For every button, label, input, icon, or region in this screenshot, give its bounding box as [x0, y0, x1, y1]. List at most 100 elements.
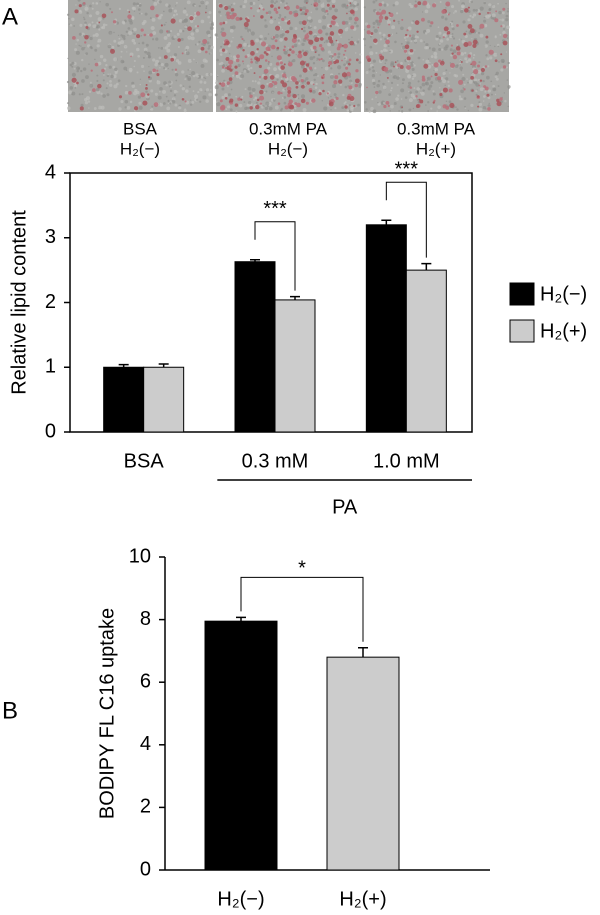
texture: [373, 86, 376, 88]
texture: [496, 43, 500, 47]
lipid-droplet: [221, 48, 226, 52]
texture: [75, 4, 77, 6]
texture: [155, 37, 159, 41]
texture: [327, 42, 331, 47]
lipid-droplet: [166, 30, 169, 33]
lipid-droplet: [502, 40, 508, 46]
texture: [405, 39, 407, 41]
texture: [177, 61, 182, 65]
texture: [139, 78, 142, 80]
lipid-droplet: [163, 55, 168, 59]
texture: [482, 106, 486, 110]
texture: [358, 38, 360, 40]
micrographs: [66, 0, 511, 114]
texture: [196, 75, 200, 78]
texture: [353, 0, 358, 6]
bar: [103, 366, 145, 433]
texture: [449, 72, 451, 74]
texture: [433, 51, 438, 56]
texture: [193, 94, 199, 99]
texture: [435, 34, 439, 38]
lipid-droplet: [421, 75, 425, 79]
texture: [173, 9, 178, 13]
texture: [459, 66, 463, 70]
lipid-droplet: [300, 27, 304, 31]
lipid-droplet: [82, 2, 86, 5]
texture: [171, 55, 175, 59]
texture: [429, 24, 432, 28]
texture: [222, 64, 225, 67]
texture: [156, 79, 159, 82]
texture: [88, 107, 90, 109]
texture: [353, 21, 357, 25]
lipid-droplet: [463, 88, 466, 91]
texture: [507, 105, 509, 108]
texture: [346, 26, 349, 30]
texture: [500, 68, 504, 72]
lipid-droplet: [450, 44, 454, 47]
texture: [483, 95, 486, 98]
lipid-droplet: [331, 15, 337, 20]
lipid-droplet: [393, 19, 396, 22]
lipid-droplet: [275, 62, 280, 66]
texture: [425, 59, 430, 64]
texture: [189, 99, 192, 101]
texture: [364, 44, 366, 46]
texture: [334, 107, 337, 110]
texture: [456, 108, 459, 111]
texture: [369, 45, 373, 49]
texture: [417, 56, 421, 60]
lipid-droplet: [343, 43, 348, 49]
lipid-droplet: [472, 39, 478, 45]
lipid-droplet: [354, 78, 360, 84]
lipid-droplet: [409, 86, 413, 89]
texture: [91, 7, 94, 10]
lipid-droplet: [140, 92, 146, 98]
texture: [215, 79, 217, 82]
texture: [121, 20, 126, 24]
texture: [307, 16, 312, 21]
significance-bracket: [240, 576, 364, 642]
texture: [484, 44, 488, 48]
texture: [408, 2, 412, 7]
x-tick-label: H₂(+): [339, 888, 386, 910]
texture: [228, 52, 231, 55]
texture: [383, 43, 387, 48]
texture: [208, 44, 211, 48]
lipid-droplet: [423, 63, 429, 69]
texture: [117, 79, 121, 83]
texture: [274, 2, 276, 5]
texture: [453, 12, 455, 14]
texture: [382, 82, 385, 86]
texture: [310, 3, 313, 6]
lipid-droplet: [319, 37, 324, 41]
texture: [92, 34, 96, 37]
x-tick-label: H₂(−): [217, 888, 264, 910]
lipid-droplet: [293, 34, 298, 39]
lipid-droplet: [384, 16, 389, 20]
lipid-droplet: [439, 60, 445, 66]
lipid-droplet: [479, 23, 485, 29]
lipid-droplet: [147, 93, 150, 96]
texture: [325, 32, 329, 36]
texture: [176, 91, 179, 93]
texture: [71, 17, 75, 22]
texture: [243, 69, 247, 73]
texture: [89, 81, 92, 84]
texture: [243, 0, 248, 4]
lipid-droplet: [295, 81, 299, 85]
texture: [412, 107, 415, 110]
texture: [86, 11, 89, 15]
texture: [420, 91, 425, 96]
texture: [261, 6, 264, 9]
lipid-droplet: [346, 12, 348, 15]
texture: [123, 66, 128, 71]
lipid-droplet: [349, 2, 352, 4]
texture: [175, 13, 179, 16]
texture: [322, 2, 325, 5]
texture: [493, 52, 498, 57]
texture: [244, 26, 249, 30]
texture: [186, 27, 188, 29]
texture: [477, 69, 482, 74]
texture: [149, 17, 152, 20]
